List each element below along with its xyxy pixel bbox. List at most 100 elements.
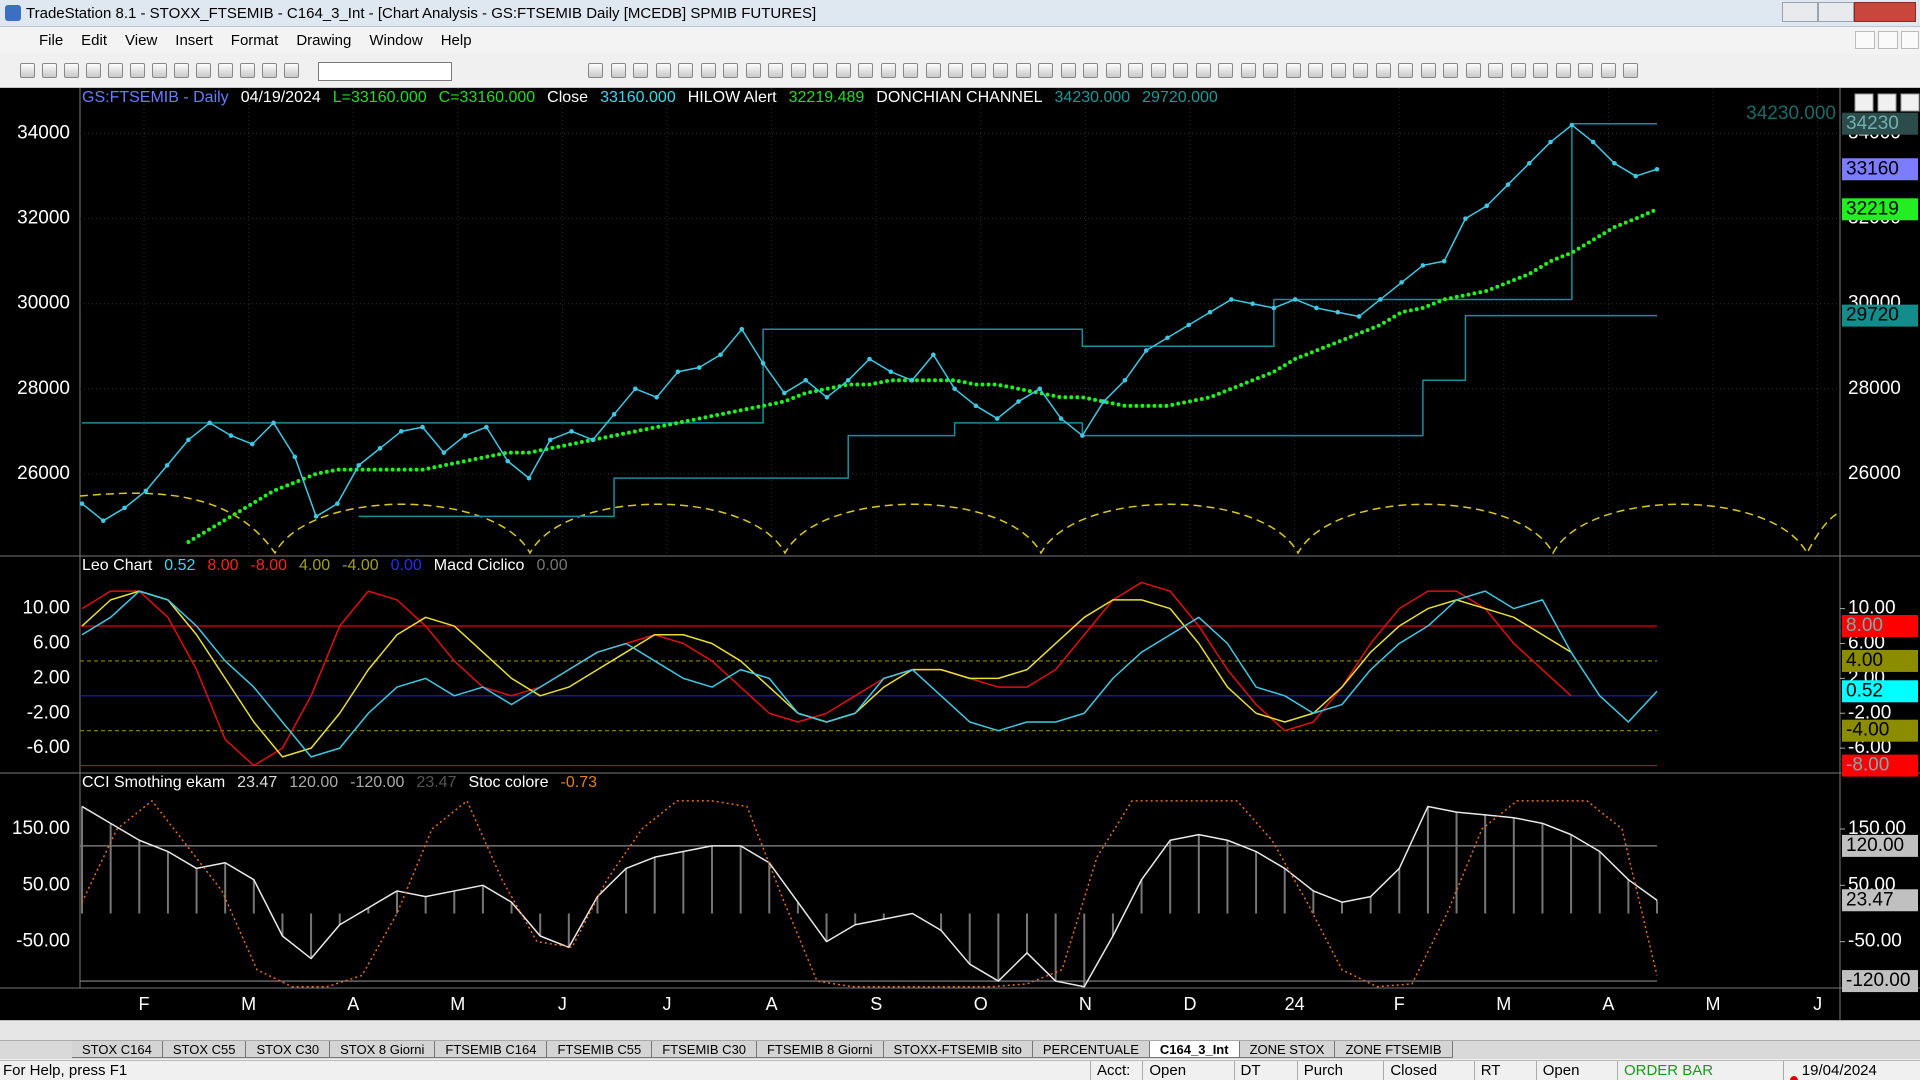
workspace-tab[interactable]: ZONE STOX — [1239, 1041, 1336, 1058]
toolbar-button[interactable] — [108, 63, 123, 78]
header-text: -120.00 — [350, 774, 405, 791]
toolbar-button[interactable] — [1308, 63, 1323, 78]
minimize-button[interactable] — [1782, 2, 1818, 22]
toolbar-button[interactable] — [880, 63, 896, 78]
menu-item[interactable]: Drawing — [296, 32, 352, 49]
toolbar-button[interactable] — [1150, 63, 1166, 78]
workspace-tab[interactable]: FTSEMIB C164 — [435, 1041, 548, 1058]
toolbar-button[interactable] — [174, 63, 189, 78]
workspace-tab[interactable]: STOX C164 — [72, 1041, 163, 1058]
x-tick-label: M — [450, 994, 465, 1014]
toolbar-button[interactable] — [1600, 63, 1616, 78]
workspace-tab[interactable]: FTSEMIB 8 Giorni — [757, 1041, 884, 1058]
workspace-tab[interactable]: STOX C55 — [162, 1041, 247, 1058]
toolbar-button[interactable] — [1060, 63, 1076, 78]
menu-item[interactable]: Insert — [175, 32, 213, 49]
workspace-tab[interactable]: FTSEMIB C55 — [547, 1041, 653, 1058]
toolbar-button[interactable] — [1578, 63, 1593, 78]
workspace-tab[interactable]: FTSEMIB C30 — [652, 1041, 758, 1058]
price-point — [696, 365, 702, 370]
toolbar-button[interactable] — [86, 63, 101, 78]
toolbar-button[interactable] — [700, 63, 716, 78]
toolbar-button[interactable] — [1510, 63, 1526, 78]
price-point — [803, 377, 808, 383]
toolbar-button[interactable] — [152, 63, 167, 78]
mdi-close[interactable] — [1901, 31, 1919, 49]
toolbar-button[interactable] — [948, 63, 963, 78]
toolbar-button[interactable] — [1465, 63, 1481, 78]
toolbar-button[interactable] — [1173, 63, 1188, 78]
price-point — [1335, 309, 1341, 315]
toolbar-button[interactable] — [723, 63, 738, 78]
toolbar-button[interactable] — [1555, 63, 1571, 78]
toolbar-button[interactable] — [768, 63, 783, 78]
workspace-tab[interactable]: STOX 8 Giorni — [330, 1041, 436, 1058]
toolbar-button[interactable] — [262, 63, 277, 78]
workspace-tab[interactable]: STOX C30 — [246, 1041, 331, 1058]
toolbar-button[interactable] — [240, 63, 255, 78]
toolbar-button[interactable] — [218, 63, 233, 78]
toolbar-button[interactable] — [1195, 63, 1211, 78]
menu-item[interactable]: Format — [230, 32, 279, 49]
toolbar-button[interactable] — [925, 63, 941, 78]
workspace-tab[interactable]: ZONE FTSEMIB — [1335, 1041, 1453, 1058]
toolbar-button[interactable] — [284, 63, 299, 78]
toolbar-button[interactable] — [1015, 63, 1031, 78]
workspace-tab[interactable]: STOXX-FTSEMIB sito — [883, 1041, 1033, 1058]
toolbar-button[interactable] — [1533, 63, 1548, 78]
mdi-restore[interactable] — [1878, 31, 1898, 49]
close-button[interactable] — [1854, 2, 1916, 22]
workspace-tab[interactable]: C164_3_Int — [1149, 1041, 1240, 1058]
toolbar-button[interactable] — [1083, 63, 1098, 78]
price-tag — [1842, 680, 1918, 703]
header-text: 29720.000 — [1142, 89, 1218, 106]
menu-item[interactable]: File — [39, 32, 64, 49]
toolbar-button[interactable] — [858, 63, 873, 78]
workspace-tab[interactable]: PERCENTUALE — [1032, 1041, 1150, 1058]
price-point — [228, 433, 234, 438]
toolbar-button[interactable] — [64, 63, 79, 78]
toolbar-button[interactable] — [835, 63, 851, 78]
toolbar-button[interactable] — [1105, 63, 1121, 78]
toolbar-button[interactable] — [42, 63, 57, 78]
toolbar-button[interactable] — [633, 63, 648, 78]
toolbar-button[interactable] — [1398, 63, 1413, 78]
toolbar-button[interactable] — [1330, 63, 1346, 78]
x-tick-label: J — [1813, 994, 1822, 1014]
toolbar-button[interactable] — [1263, 63, 1278, 78]
toolbar-button[interactable] — [610, 63, 626, 78]
toolbar-button[interactable] — [196, 63, 211, 78]
symbol-combo[interactable] — [318, 62, 452, 81]
toolbar-button[interactable] — [745, 63, 761, 78]
toolbar-button[interactable] — [1285, 63, 1301, 78]
toolbar-button[interactable] — [1240, 63, 1256, 78]
toolbar-button[interactable] — [1420, 63, 1436, 78]
menu-item[interactable]: Help — [440, 32, 472, 49]
mdi-minimize[interactable] — [1855, 31, 1875, 49]
maximize-button[interactable] — [1818, 2, 1854, 22]
menu-item[interactable]: Window — [369, 32, 423, 49]
toolbar-button[interactable] — [1443, 63, 1458, 78]
toolbar-button[interactable] — [1353, 63, 1368, 78]
toolbar-button[interactable] — [993, 63, 1008, 78]
toolbar-button[interactable] — [1218, 63, 1233, 78]
toolbar-button[interactable] — [1488, 63, 1503, 78]
toolbar-button[interactable] — [813, 63, 828, 78]
menu-item[interactable]: Edit — [81, 32, 108, 49]
toolbar-button[interactable] — [790, 63, 806, 78]
toolbar-button[interactable] — [1623, 63, 1638, 78]
toolbar-button[interactable] — [903, 63, 918, 78]
price-point — [1165, 335, 1170, 341]
price-point — [1101, 399, 1106, 404]
toolbar-button[interactable] — [1375, 63, 1391, 78]
toolbar-button[interactable] — [588, 63, 603, 78]
toolbar-button[interactable] — [970, 63, 986, 78]
horizontal-scrollbar[interactable] — [0, 1020, 1920, 1040]
toolbar-button[interactable] — [655, 63, 671, 78]
toolbar-button[interactable] — [1128, 63, 1143, 78]
toolbar-button[interactable] — [20, 63, 35, 78]
toolbar-button[interactable] — [678, 63, 693, 78]
toolbar-button[interactable] — [1038, 63, 1053, 78]
menu-item[interactable]: View — [125, 32, 158, 49]
toolbar-button[interactable] — [130, 63, 145, 78]
